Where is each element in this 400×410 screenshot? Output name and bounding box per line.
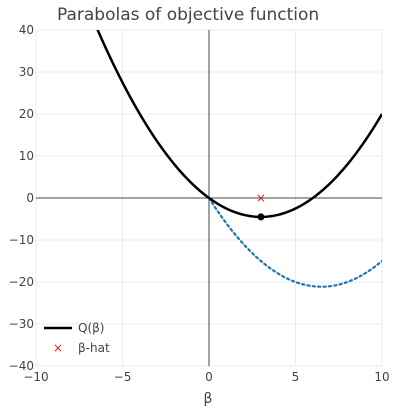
y-tick-label: −10 — [9, 233, 34, 247]
chart-title: Parabolas of objective function — [57, 5, 319, 25]
legend-label-beta-hat: β-hat — [78, 341, 110, 355]
y-tick-label: 40 — [19, 23, 34, 37]
y-tick-label: 0 — [26, 191, 34, 205]
y-tick-label: −30 — [9, 317, 34, 331]
x-tick-label: −10 — [23, 370, 48, 384]
x-axis-title: β — [204, 391, 213, 407]
y-tick-label: 20 — [19, 107, 34, 121]
x-tick-label: −5 — [114, 370, 132, 384]
x-tick-label: 5 — [292, 370, 300, 384]
beta-hat-point: × — [256, 191, 266, 205]
y-tick-label: 10 — [19, 149, 34, 163]
y-tick-label: −20 — [9, 275, 34, 289]
y-tick-label: 30 — [19, 65, 34, 79]
series-q-beta — [96, 30, 382, 219]
minimum-point — [257, 213, 265, 221]
plot-series — [96, 30, 382, 288]
x-tick-label: 0 — [205, 370, 213, 384]
legend: Q(β) × β-hat — [44, 321, 110, 355]
plot-points: × — [256, 191, 266, 221]
x-tick-label: 10 — [374, 370, 389, 384]
tick-labels: −10 −5 0 5 10 −40 −30 −20 −10 0 10 20 30 40 — [9, 23, 390, 384]
series-blue-dotted — [207, 196, 382, 288]
legend-label-q: Q(β) — [78, 321, 104, 335]
y-tick-label: −40 — [9, 359, 34, 373]
legend-marker-beta-hat: × — [53, 341, 63, 355]
